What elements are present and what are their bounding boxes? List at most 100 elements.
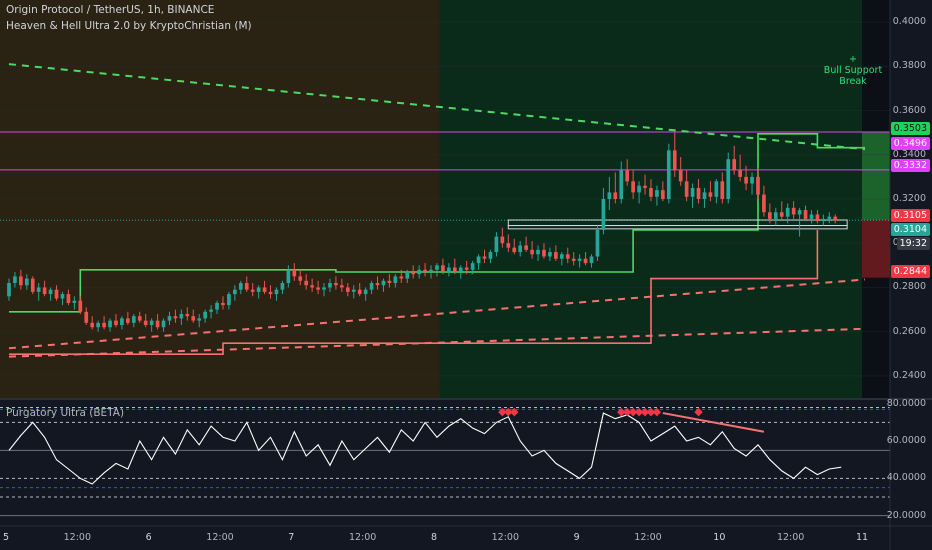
candle-body — [690, 187, 695, 197]
candle — [827, 212, 832, 224]
candle — [637, 181, 641, 204]
candle-body — [274, 289, 279, 295]
candle — [262, 280, 267, 295]
candle — [690, 183, 695, 208]
axis-shade-top — [862, 0, 890, 133]
candle-body — [762, 194, 766, 213]
time-axis-label: 9 — [573, 532, 580, 543]
candle — [797, 207, 802, 237]
candle-body — [137, 316, 142, 321]
candle-body — [387, 280, 392, 284]
candle-body — [197, 318, 202, 321]
candle — [340, 278, 344, 292]
bear-signal-marker — [646, 407, 656, 417]
candle-body — [334, 283, 338, 286]
time-axis-label: 12:00 — [634, 532, 662, 543]
candle — [548, 247, 552, 261]
candle-body — [304, 280, 309, 286]
candle — [24, 274, 29, 290]
candle — [19, 269, 23, 290]
candle-body — [393, 276, 398, 284]
candle-body — [233, 289, 237, 295]
candle — [387, 274, 392, 288]
candle-body — [785, 207, 790, 217]
candle — [482, 249, 487, 264]
candle — [762, 185, 766, 217]
candle-body — [488, 252, 493, 259]
candle-body — [684, 181, 689, 197]
price-axis-label: 0.3200 — [892, 193, 926, 204]
candle-body — [405, 271, 410, 279]
candlestick-series[interactable] — [7, 132, 838, 332]
candle-body — [96, 322, 100, 328]
short-zone — [862, 220, 890, 278]
candle — [167, 311, 172, 326]
candle-body — [732, 159, 737, 171]
oscillator-panel[interactable] — [0, 398, 932, 517]
candle — [643, 174, 647, 195]
time-axis-label: 5 — [2, 532, 10, 543]
time-axis-label: 12:00 — [491, 532, 520, 543]
candle — [524, 236, 528, 253]
bear-signal-diamond — [646, 407, 656, 417]
candle — [54, 285, 59, 301]
candle — [571, 252, 576, 266]
candle-body — [571, 258, 576, 261]
candle-body — [161, 320, 166, 328]
bear-signal-diamond — [694, 407, 703, 417]
candle — [464, 260, 469, 275]
candle-body — [666, 150, 671, 199]
candle-body — [607, 192, 612, 199]
candle-body — [661, 190, 665, 199]
candle-body — [155, 320, 160, 328]
candle-body — [102, 322, 106, 328]
candle-body — [215, 302, 219, 310]
candle-body — [298, 276, 303, 281]
bear-signal-diamond — [510, 407, 519, 417]
candle-body — [797, 210, 802, 215]
candle-body — [227, 294, 231, 306]
candle-body — [42, 287, 47, 295]
candle-body — [423, 269, 427, 272]
candle — [447, 263, 451, 277]
candle-body — [209, 309, 213, 312]
candle — [280, 280, 285, 295]
candle-body — [90, 322, 95, 328]
candle-body — [369, 283, 374, 290]
candle — [732, 145, 737, 175]
oscillator-title[interactable]: Purgatory Ultra (BETA) — [6, 407, 125, 419]
candle — [369, 280, 374, 295]
consolidation-box-inner — [507, 225, 848, 230]
indicator-label[interactable]: Heaven & Hell Ultra 2.0 by KryptoChristi… — [6, 20, 252, 32]
candle-body — [518, 245, 523, 253]
candle — [821, 214, 826, 226]
candle — [238, 280, 243, 295]
candle — [756, 168, 760, 199]
price-axis-label: 0.3600 — [892, 104, 926, 116]
candle — [714, 179, 719, 204]
price-overlays — [0, 63, 890, 358]
candle — [601, 187, 606, 235]
candle-body — [316, 287, 320, 290]
candle — [78, 296, 83, 314]
candle — [215, 300, 219, 314]
candle — [292, 263, 297, 281]
chart-title: Origin Protocol / TetherUS, 1h, BINANCE — [6, 4, 215, 16]
candle-body — [470, 263, 475, 270]
time-axis-label: 8 — [430, 532, 438, 543]
candle-body — [78, 300, 83, 312]
candle-body — [399, 276, 404, 279]
candle-body — [84, 311, 89, 323]
candle — [672, 132, 677, 177]
candle — [131, 313, 136, 328]
candle-body — [340, 285, 344, 288]
candle-body — [815, 214, 820, 222]
candle — [42, 280, 47, 297]
candle-body — [779, 212, 784, 217]
candle-body — [696, 187, 701, 199]
candle-body — [375, 283, 380, 286]
candle — [589, 254, 594, 268]
candle-body — [803, 210, 808, 219]
